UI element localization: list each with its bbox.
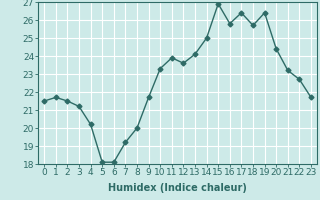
X-axis label: Humidex (Indice chaleur): Humidex (Indice chaleur) <box>108 183 247 193</box>
